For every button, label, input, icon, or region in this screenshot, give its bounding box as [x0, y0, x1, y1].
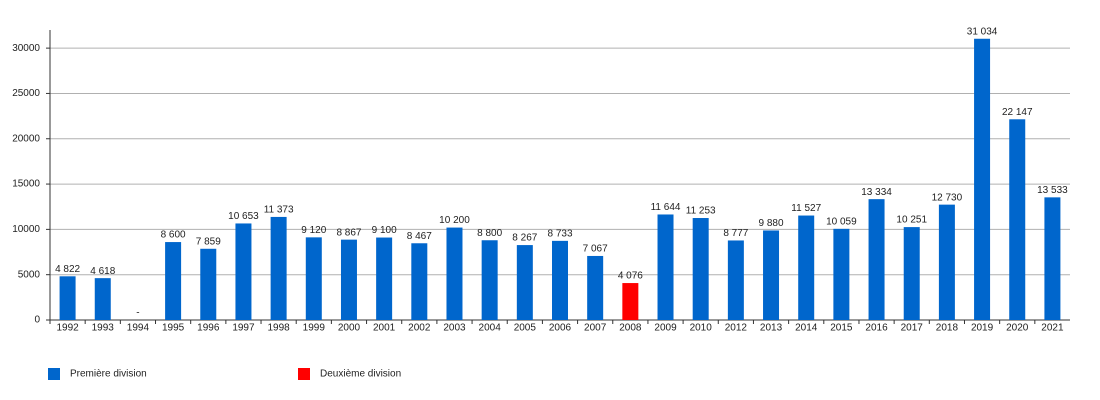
x-tick-label: 2017 — [901, 323, 924, 334]
x-tick-label: 2010 — [690, 323, 713, 334]
x-tick-label: 1995 — [162, 323, 185, 334]
bar — [200, 248, 217, 320]
x-tick-label: 1998 — [267, 323, 290, 334]
bar — [235, 223, 252, 320]
value-label: 9 880 — [759, 218, 784, 229]
x-tick-label: 2006 — [549, 323, 572, 334]
x-tick-label: 2019 — [971, 323, 994, 334]
x-tick-label: 2007 — [584, 323, 607, 334]
x-tick-label: 2016 — [865, 323, 888, 334]
x-tick-label: 2020 — [1006, 323, 1029, 334]
value-label: 10 251 — [896, 215, 927, 226]
value-label: 11 253 — [686, 206, 716, 217]
bar — [692, 218, 709, 320]
value-label: 11 373 — [264, 205, 294, 216]
bar — [833, 228, 850, 320]
x-tick-label: 2021 — [1041, 323, 1064, 334]
value-label: 8 733 — [547, 228, 572, 239]
bar — [727, 240, 744, 320]
bar — [798, 215, 815, 320]
bar — [1009, 119, 1026, 320]
value-label: 8 800 — [477, 228, 502, 239]
value-label: 4 076 — [618, 271, 643, 282]
x-tick-label: 2008 — [619, 323, 642, 334]
bar — [974, 38, 991, 321]
x-tick-label: 2014 — [795, 323, 818, 334]
bar — [587, 255, 604, 320]
bar — [903, 227, 920, 320]
x-tick-label: 2004 — [479, 323, 502, 334]
value-label: 22 147 — [1002, 107, 1033, 118]
bar — [411, 243, 428, 320]
value-label: 4 618 — [90, 266, 115, 277]
value-label: 10 653 — [228, 211, 259, 222]
value-label: 8 777 — [723, 228, 748, 239]
bar — [938, 204, 955, 320]
value-label: 8 600 — [161, 230, 186, 241]
value-label: 9 120 — [301, 225, 326, 236]
legend-label: Deuxième division — [320, 369, 401, 380]
x-tick-label: 1994 — [127, 323, 150, 334]
y-tick-label: 5000 — [18, 269, 41, 280]
bar — [340, 239, 357, 320]
y-tick-label: 30000 — [12, 43, 40, 54]
x-tick-label: 2003 — [443, 323, 466, 334]
x-tick-label: 2015 — [830, 323, 853, 334]
bar — [305, 237, 322, 320]
bar — [165, 242, 182, 320]
value-label: - — [136, 308, 139, 319]
y-tick-label: 25000 — [12, 88, 40, 99]
bar — [1044, 197, 1061, 320]
bar — [446, 227, 463, 320]
x-tick-label: 2000 — [338, 323, 361, 334]
value-label: 13 334 — [861, 187, 892, 198]
bar — [516, 245, 533, 320]
bar — [763, 230, 780, 320]
legend-label: Première division — [70, 369, 147, 380]
x-tick-label: 1996 — [197, 323, 220, 334]
value-label: 9 100 — [372, 225, 397, 236]
x-tick-label: 1993 — [92, 323, 115, 334]
legend-swatch — [48, 368, 60, 380]
value-label: 4 822 — [55, 264, 80, 275]
value-label: 10 200 — [439, 215, 470, 226]
y-tick-label: 20000 — [12, 133, 40, 144]
bar — [481, 240, 498, 320]
x-tick-label: 2013 — [760, 323, 783, 334]
value-label: 10 059 — [826, 216, 857, 227]
x-tick-label: 2005 — [514, 323, 537, 334]
bar — [552, 240, 568, 320]
x-tick-label: 1997 — [232, 323, 255, 334]
bar — [94, 278, 111, 320]
value-label: 11 644 — [651, 202, 681, 213]
bar — [270, 216, 287, 320]
y-tick-label: 10000 — [12, 224, 40, 235]
x-tick-label: 1999 — [303, 323, 326, 334]
value-label: 8 867 — [336, 227, 361, 238]
bar — [657, 214, 674, 320]
value-label: 8 467 — [407, 231, 432, 242]
value-label: 12 730 — [932, 192, 963, 203]
bar — [59, 276, 76, 320]
x-tick-label: 2009 — [654, 323, 677, 334]
bar — [622, 283, 639, 320]
x-tick-label: 2001 — [373, 323, 396, 334]
bar — [868, 199, 885, 320]
x-tick-label: 2012 — [725, 323, 748, 334]
x-tick-label: 2002 — [408, 323, 431, 334]
bar — [376, 237, 393, 320]
value-label: 7 067 — [583, 244, 608, 255]
value-label: 13 533 — [1037, 185, 1068, 196]
value-label: 31 034 — [967, 26, 998, 37]
value-label: 11 527 — [791, 203, 821, 214]
y-tick-label: 0 — [34, 315, 40, 326]
x-tick-label: 2018 — [936, 323, 959, 334]
legend-swatch — [298, 368, 310, 380]
value-label: 8 267 — [512, 233, 537, 244]
value-label: 7 859 — [196, 236, 221, 247]
x-tick-label: 1992 — [56, 323, 79, 334]
y-tick-label: 15000 — [12, 179, 40, 190]
